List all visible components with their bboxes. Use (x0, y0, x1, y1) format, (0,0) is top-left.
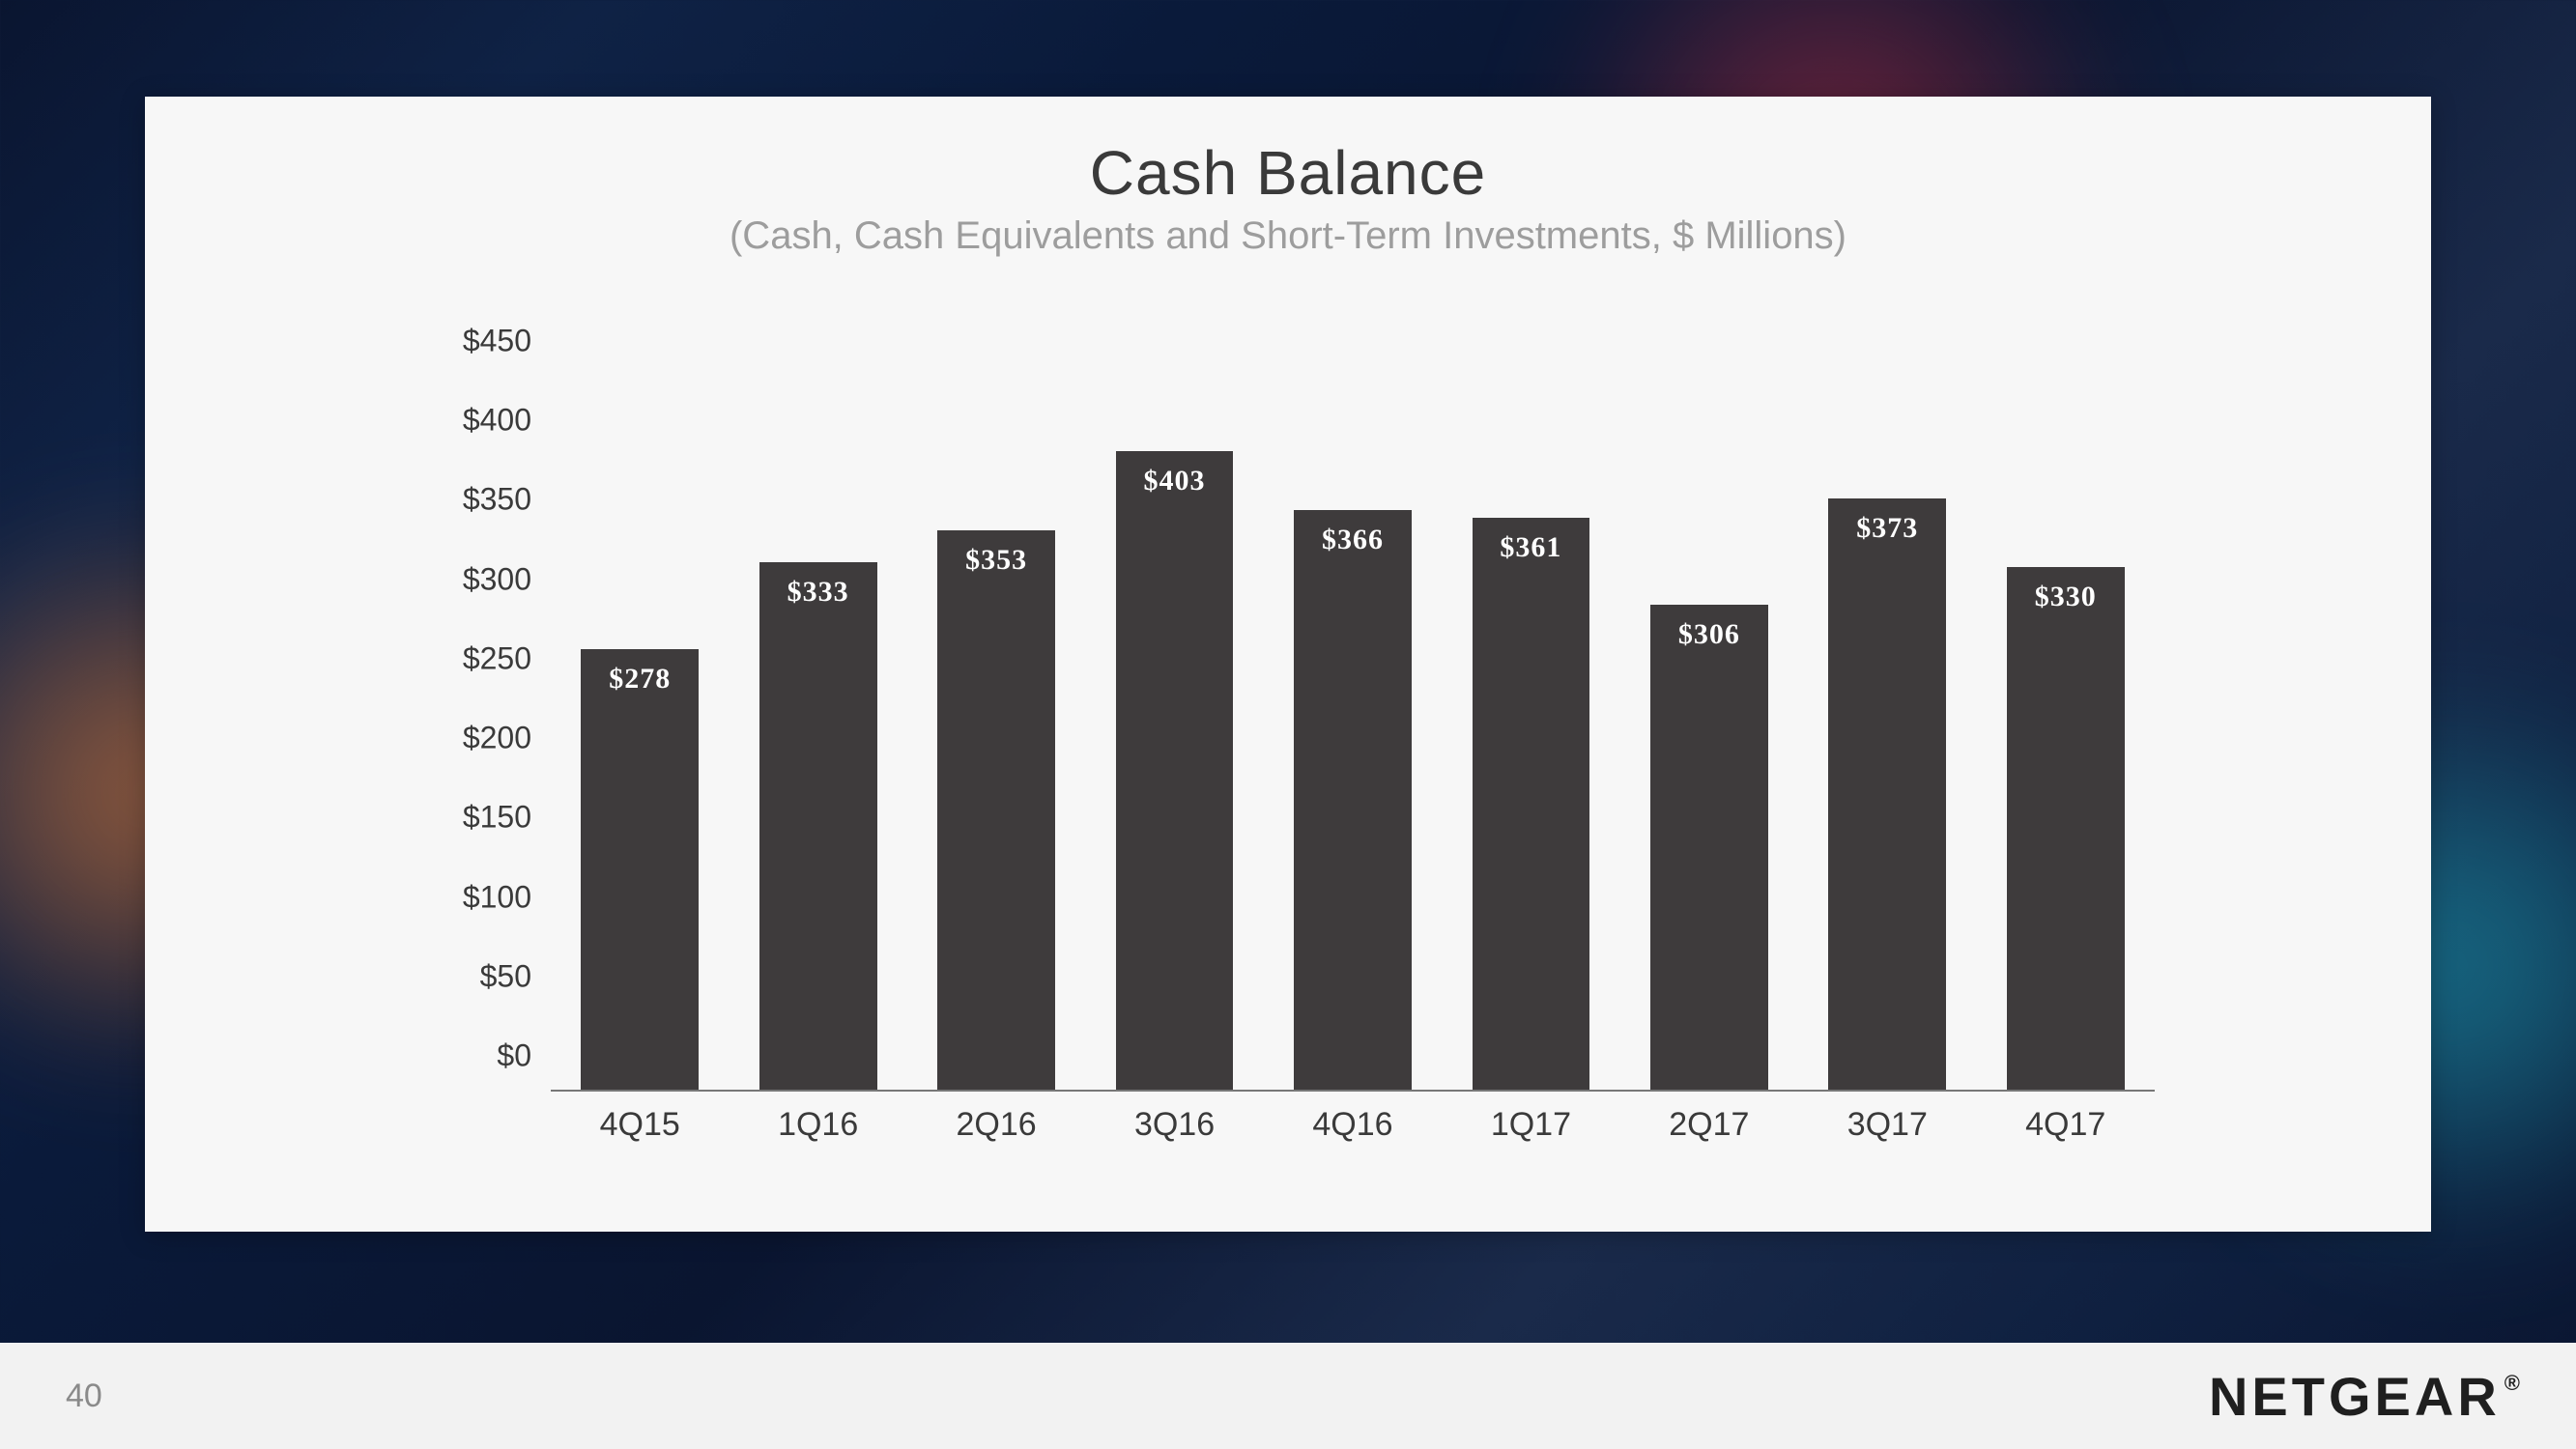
y-tick-label: $350 (425, 482, 531, 518)
bar-value-label: $373 (1856, 512, 1918, 545)
y-tick-label: $400 (425, 403, 531, 439)
x-tick-label: 4Q15 (551, 1106, 729, 1144)
x-tick-label: 4Q17 (1977, 1106, 2155, 1144)
bar-slot: $278 (551, 377, 729, 1090)
registered-mark: ® (2504, 1371, 2524, 1395)
y-tick-label: $200 (425, 721, 531, 756)
chart-title: Cash Balance (145, 137, 2431, 209)
chart-area: $0$50$100$150$200$250$300$350$400$450 $2… (425, 377, 2155, 1130)
brand-text: NETGEAR (2209, 1366, 2501, 1427)
bar: $333 (759, 562, 877, 1090)
y-tick-label: $150 (425, 800, 531, 836)
x-tick-label: 3Q16 (1085, 1106, 1263, 1144)
brand-logo: NETGEAR® (2209, 1365, 2524, 1428)
y-tick-label: $450 (425, 324, 531, 359)
bar: $403 (1116, 451, 1234, 1090)
bar: $306 (1650, 605, 1768, 1090)
bar: $330 (2007, 567, 2125, 1090)
bar-value-label: $353 (965, 544, 1027, 577)
title-block: Cash Balance (Cash, Cash Equivalents and… (145, 97, 2431, 258)
bar-value-label: $361 (1500, 531, 1561, 564)
bar: $366 (1294, 510, 1412, 1090)
bar: $373 (1828, 498, 1946, 1090)
footer-bar: 40 NETGEAR® (0, 1343, 2576, 1449)
bar-value-label: $306 (1678, 618, 1740, 651)
bar-slot: $306 (1620, 377, 1798, 1090)
bar-value-label: $333 (787, 576, 849, 609)
bar-value-label: $330 (2035, 581, 2097, 613)
x-tick-label: 1Q17 (1442, 1106, 1619, 1144)
bar-slot: $366 (1264, 377, 1442, 1090)
bar-slot: $330 (1977, 377, 2155, 1090)
bar-slot: $373 (1798, 377, 1976, 1090)
x-axis-labels: 4Q151Q162Q163Q164Q161Q172Q173Q174Q17 (551, 1106, 2155, 1144)
y-tick-label: $300 (425, 561, 531, 597)
bar: $361 (1473, 518, 1590, 1090)
chart-plot: $278$333$353$403$366$361$306$373$330 4Q1… (551, 377, 2155, 1092)
bar: $353 (937, 530, 1055, 1090)
bar-slot: $403 (1085, 377, 1263, 1090)
bar-slot: $353 (907, 377, 1085, 1090)
bar: $278 (581, 649, 699, 1090)
y-axis: $0$50$100$150$200$250$300$350$400$450 (425, 377, 531, 1092)
x-tick-label: 2Q16 (907, 1106, 1085, 1144)
x-tick-label: 3Q17 (1798, 1106, 1976, 1144)
bar-value-label: $366 (1322, 524, 1384, 556)
y-tick-label: $100 (425, 879, 531, 915)
x-tick-label: 2Q17 (1620, 1106, 1798, 1144)
x-tick-label: 1Q16 (729, 1106, 906, 1144)
bar-slot: $333 (729, 377, 906, 1090)
bar-value-label: $278 (609, 663, 671, 696)
bar-slot: $361 (1442, 377, 1619, 1090)
slide-card: Cash Balance (Cash, Cash Equivalents and… (145, 97, 2431, 1232)
bar-value-label: $403 (1144, 465, 1206, 497)
y-tick-label: $0 (425, 1038, 531, 1074)
page-number: 40 (66, 1378, 102, 1415)
bars-container: $278 $333 $353 $403 $366 $361 $306 $373 $330 (551, 377, 2155, 1090)
x-tick-label: 4Q16 (1264, 1106, 1442, 1144)
y-tick-label: $250 (425, 640, 531, 676)
y-tick-label: $50 (425, 958, 531, 994)
chart-subtitle: (Cash, Cash Equivalents and Short-Term I… (145, 214, 2431, 258)
